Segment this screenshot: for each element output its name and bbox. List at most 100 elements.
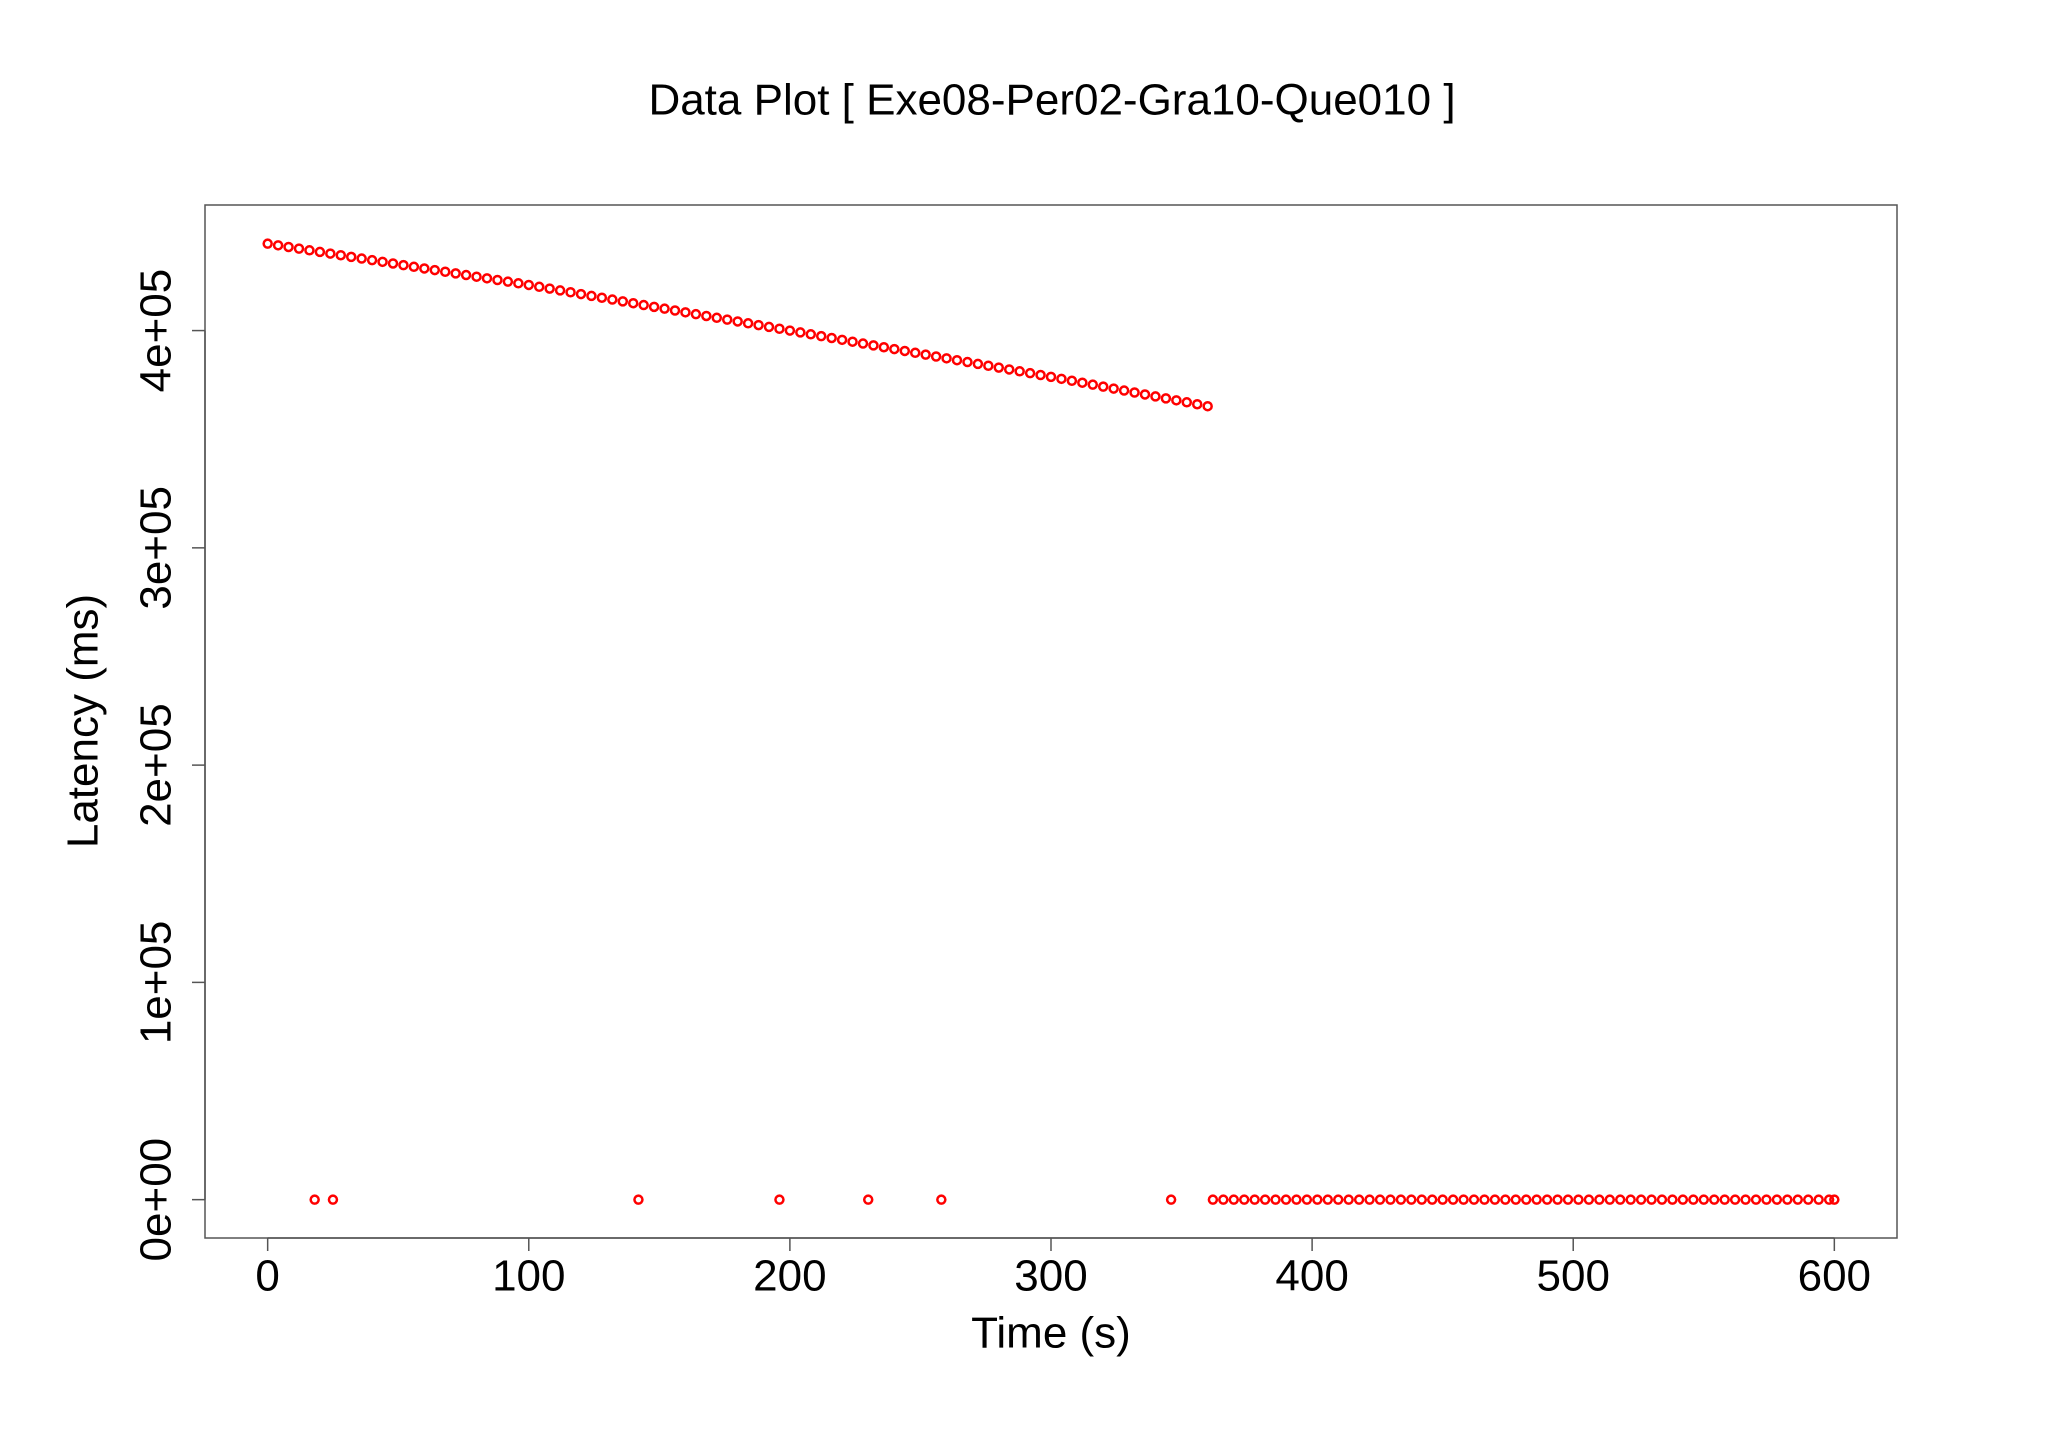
- point: [774, 1194, 785, 1205]
- point: [1301, 1194, 1313, 1205]
- point: [936, 1194, 947, 1205]
- point: [1228, 1194, 1240, 1205]
- point: [523, 279, 535, 291]
- point: [711, 312, 723, 324]
- point: [1614, 1194, 1626, 1205]
- point: [1750, 1194, 1762, 1205]
- point: [1562, 1194, 1574, 1205]
- point: [398, 259, 409, 271]
- point: [1249, 1194, 1260, 1205]
- point: [753, 319, 764, 331]
- point: [1343, 1194, 1354, 1205]
- point: [471, 271, 482, 282]
- point: [283, 241, 294, 253]
- point: [387, 258, 399, 269]
- point: [1708, 1194, 1720, 1205]
- point: [325, 248, 336, 259]
- point: [1385, 1194, 1396, 1205]
- point: [1160, 393, 1172, 404]
- point: [617, 296, 629, 307]
- point: [836, 334, 848, 346]
- point: [1097, 381, 1109, 392]
- point: [1458, 1194, 1469, 1205]
- x-tick-label: 0: [255, 1252, 279, 1301]
- point: [920, 349, 931, 360]
- point: [1171, 395, 1182, 406]
- point: [262, 238, 273, 249]
- point: [304, 245, 315, 256]
- point: [1667, 1194, 1678, 1205]
- point: [460, 269, 472, 281]
- point: [309, 1194, 320, 1205]
- point: [366, 254, 378, 266]
- x-tick-label: 600: [1798, 1252, 1871, 1301]
- point: [1792, 1194, 1804, 1205]
- point: [272, 240, 284, 251]
- point: [889, 343, 900, 355]
- point: [857, 338, 869, 349]
- point: [993, 362, 1005, 373]
- point: [1118, 385, 1130, 396]
- point: [450, 268, 461, 279]
- point: [502, 276, 514, 287]
- point: [1829, 1194, 1840, 1205]
- point: [1332, 1194, 1344, 1205]
- point: [1594, 1194, 1605, 1205]
- plot-frame: [204, 204, 1898, 1239]
- point: [1150, 391, 1161, 402]
- point: [1139, 389, 1151, 400]
- y-axis-title: Latency (ms): [59, 594, 108, 848]
- point: [1035, 369, 1046, 381]
- point: [1066, 375, 1078, 387]
- point: [627, 297, 639, 309]
- point: [1108, 383, 1119, 394]
- x-tick-label: 200: [753, 1252, 826, 1301]
- point: [941, 353, 952, 364]
- point: [1056, 373, 1067, 385]
- point: [1489, 1194, 1501, 1205]
- point: [1813, 1194, 1824, 1205]
- point: [327, 1194, 339, 1205]
- point: [1087, 379, 1099, 390]
- point: [1270, 1194, 1281, 1205]
- point: [408, 261, 420, 273]
- point: [805, 329, 817, 340]
- point: [1364, 1194, 1375, 1205]
- point: [596, 292, 608, 303]
- point: [1740, 1194, 1751, 1205]
- x-tick-label: 400: [1275, 1252, 1348, 1301]
- point: [1003, 364, 1015, 375]
- point: [784, 325, 796, 336]
- point: [763, 321, 775, 333]
- point: [701, 310, 712, 322]
- point: [847, 336, 858, 347]
- point: [1207, 1194, 1219, 1205]
- point: [1771, 1194, 1783, 1205]
- point: [1531, 1194, 1542, 1205]
- point: [795, 327, 806, 338]
- point: [1520, 1194, 1532, 1205]
- point: [607, 294, 618, 305]
- point: [1500, 1194, 1511, 1205]
- point: [1479, 1194, 1490, 1205]
- point: [1583, 1194, 1595, 1205]
- point: [429, 264, 441, 276]
- point: [909, 347, 921, 359]
- point: [377, 256, 388, 268]
- point: [732, 316, 743, 327]
- point: [1677, 1194, 1689, 1205]
- point: [962, 356, 973, 368]
- point: [293, 243, 305, 254]
- y-tick-label: 3e+05: [132, 486, 181, 610]
- point: [826, 332, 837, 344]
- point: [815, 330, 827, 342]
- point: [1024, 367, 1036, 379]
- point: [1729, 1194, 1741, 1205]
- point: [1238, 1194, 1250, 1205]
- point: [1374, 1194, 1386, 1205]
- point: [1259, 1194, 1271, 1205]
- point: [1291, 1194, 1302, 1205]
- point: [1782, 1194, 1793, 1205]
- point: [930, 351, 942, 362]
